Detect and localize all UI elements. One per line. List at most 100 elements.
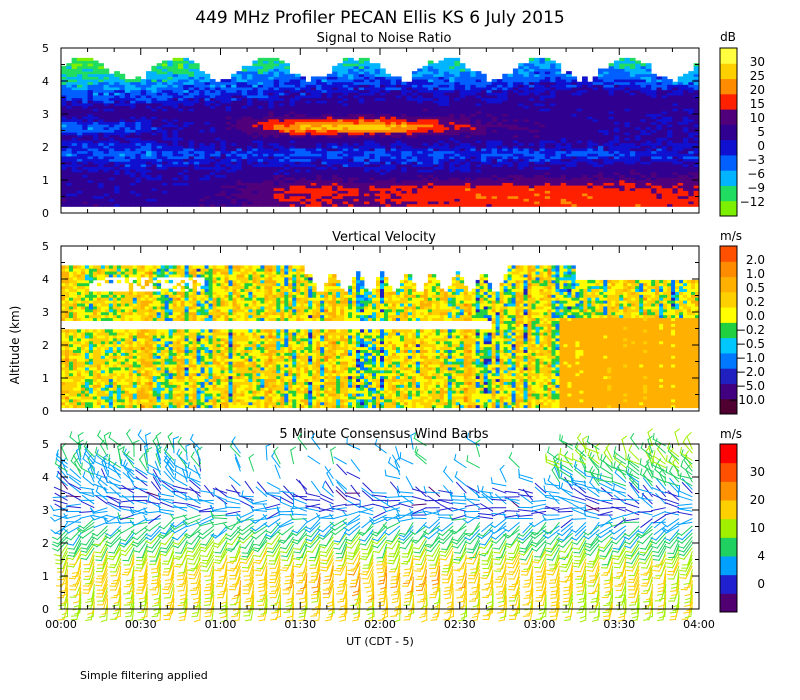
snr-cell	[162, 108, 168, 112]
snr-cell	[273, 155, 280, 160]
snr-cell	[443, 142, 450, 146]
snr-cell	[87, 190, 94, 194]
snr-cell	[66, 65, 73, 69]
snr-cell	[353, 113, 360, 117]
snr-cell	[422, 201, 429, 205]
snr-cell	[305, 163, 312, 168]
snr-cell	[310, 193, 317, 197]
snr-cell	[294, 174, 301, 178]
snr-cell	[146, 118, 152, 122]
snr-cell	[135, 169, 142, 173]
snr-cell	[119, 155, 126, 160]
snr-cell	[385, 94, 392, 99]
snr-cell	[193, 140, 200, 144]
snr-cell	[193, 161, 200, 165]
snr-cell	[156, 190, 163, 194]
snr-cell	[278, 118, 285, 122]
snr-cell	[114, 71, 120, 75]
snr-cell	[449, 182, 455, 186]
snr-cell	[465, 118, 471, 122]
snr-cell	[151, 108, 158, 112]
snr-cell	[220, 105, 227, 109]
snr-cell	[268, 177, 275, 181]
snr-cell	[348, 113, 354, 117]
snr-cell	[300, 187, 306, 191]
snr-cell	[220, 102, 227, 107]
snr-cell	[512, 87, 519, 91]
snr-cell	[140, 185, 147, 189]
snr-cell	[369, 68, 376, 72]
snr-cell	[103, 116, 110, 120]
snr-cell	[193, 198, 200, 202]
snr-cell	[284, 76, 291, 80]
snr-cell	[369, 92, 376, 96]
snr-cell	[539, 81, 546, 85]
snr-cell	[193, 203, 200, 207]
snr-cell	[289, 150, 296, 154]
snr-cell	[76, 132, 83, 136]
snr-cell	[523, 126, 530, 130]
snr-cell	[342, 155, 349, 160]
snr-cell	[550, 179, 556, 183]
snr-cell	[241, 87, 248, 91]
snr-cell	[326, 203, 333, 207]
snr-cell	[380, 163, 386, 168]
snr-cell	[385, 148, 392, 152]
snr-cell	[252, 79, 259, 83]
snr-cell	[140, 193, 147, 197]
snr-cell	[98, 158, 104, 162]
snr-cell	[257, 113, 264, 117]
snr-cell	[507, 148, 514, 152]
snr-cell	[364, 76, 370, 80]
snr-cell	[374, 203, 381, 207]
snr-cell	[289, 113, 296, 117]
snr-cell	[518, 97, 524, 101]
snr-cell	[374, 73, 381, 77]
snr-cell	[539, 179, 546, 183]
snr-cell	[491, 203, 498, 207]
snr-cell	[199, 121, 205, 125]
snr-cell	[76, 169, 83, 173]
snr-cell	[103, 177, 110, 181]
snr-cell	[539, 153, 546, 157]
snr-cell	[465, 166, 471, 170]
snr-cell	[512, 76, 519, 80]
snr-cell	[358, 116, 365, 120]
snr-cell	[209, 94, 216, 99]
snr-cell	[358, 171, 365, 176]
snr-cell	[156, 161, 163, 165]
snr-cell	[294, 163, 301, 168]
snr-cell	[172, 137, 179, 141]
snr-cell	[316, 84, 322, 88]
snr-cell	[534, 166, 540, 170]
snr-cell	[98, 94, 104, 99]
snr-cell	[273, 79, 280, 83]
snr-cell	[82, 87, 88, 91]
snr-cell	[470, 87, 477, 91]
snr-cell	[103, 97, 110, 101]
snr-cell	[560, 190, 567, 194]
snr-cell	[528, 161, 535, 165]
snr-cell	[364, 153, 370, 157]
snr-cell	[555, 124, 562, 128]
snr-cell	[459, 179, 466, 183]
snr-cell	[332, 110, 338, 115]
snr-cell	[172, 190, 179, 194]
snr-cell	[188, 92, 195, 96]
snr-cell	[225, 169, 232, 173]
snr-cell	[167, 132, 174, 136]
snr-cell	[177, 116, 184, 120]
snr-cell	[103, 140, 110, 144]
snr-cell	[294, 177, 301, 181]
snr-cell	[82, 84, 88, 88]
snr-cell	[459, 190, 466, 194]
snr-cell	[502, 97, 508, 101]
snr-cell	[518, 195, 524, 199]
snr-cell	[422, 124, 429, 128]
snr-cell	[66, 118, 73, 122]
snr-cell	[475, 153, 482, 157]
snr-cell	[470, 79, 477, 83]
snr-cell	[103, 142, 110, 146]
snr-cell	[385, 201, 392, 205]
snr-cell	[140, 124, 147, 128]
